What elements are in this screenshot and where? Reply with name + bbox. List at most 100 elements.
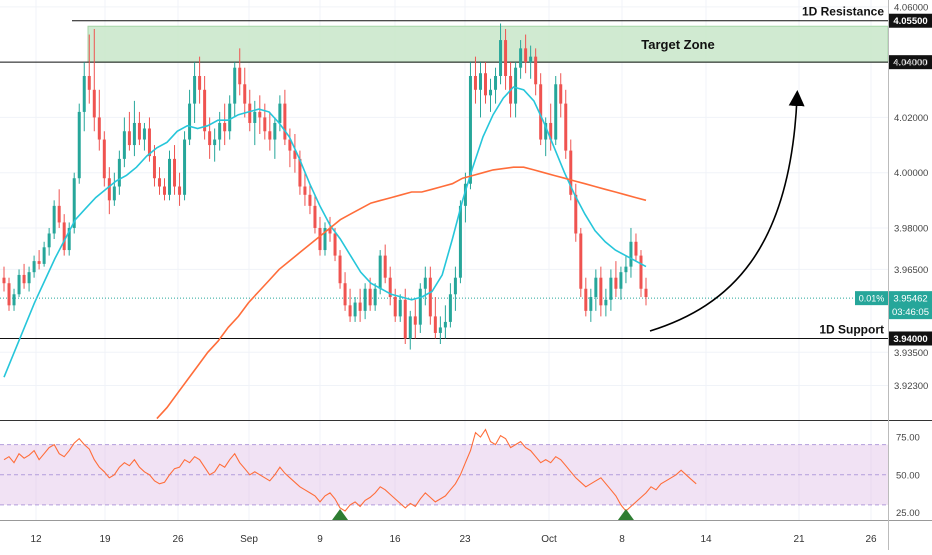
- candle-body: [27, 272, 31, 284]
- candle-body: [47, 233, 51, 248]
- candle-body: [373, 288, 377, 306]
- y-tick-label: 3.93500: [894, 348, 928, 359]
- candle-body: [534, 56, 538, 85]
- candle-body: [7, 283, 11, 306]
- candle-body: [478, 73, 482, 90]
- candle-body: [298, 158, 302, 187]
- candle-body: [37, 261, 41, 264]
- candle-body: [228, 103, 232, 132]
- moving-averages: [3, 86, 647, 420]
- candle-body: [579, 233, 583, 289]
- candle-body: [368, 288, 372, 306]
- candle-body: [112, 186, 116, 201]
- candle-body: [278, 103, 282, 123]
- candle-body: [193, 75, 197, 104]
- candle-body: [303, 186, 307, 195]
- candle-body: [188, 103, 192, 140]
- candle-body: [147, 128, 151, 157]
- candle-body: [619, 272, 623, 289]
- countdown-label: 03:46:05: [892, 307, 929, 318]
- level-name: 1D Support: [819, 322, 884, 336]
- x-tick-label: 16: [389, 534, 401, 545]
- candle-body: [494, 75, 498, 90]
- candle-body: [473, 75, 477, 90]
- candle-body: [333, 233, 337, 256]
- candle-body: [393, 297, 397, 317]
- candle-body: [52, 205, 56, 234]
- candle-body: [163, 186, 166, 195]
- candle-body: [273, 122, 277, 140]
- candle-body: [42, 247, 46, 264]
- candle-body: [428, 277, 432, 317]
- y-tick-label: 4.06000: [894, 2, 928, 13]
- candle-body: [173, 158, 177, 187]
- candle-body: [594, 277, 598, 298]
- candle-body: [203, 89, 207, 132]
- candle-body: [408, 316, 412, 339]
- candle-body: [338, 255, 342, 284]
- candle-body: [398, 299, 402, 317]
- candle-body: [97, 117, 101, 140]
- candle-body: [529, 56, 533, 63]
- candle-body: [137, 122, 141, 140]
- candle-body: [208, 131, 212, 146]
- current-price-label: 3.95462: [893, 294, 927, 305]
- candle-body: [549, 122, 553, 140]
- candle-body: [72, 178, 76, 228]
- candle-body: [418, 288, 422, 325]
- candle-body: [584, 288, 588, 311]
- fast-ma-line: [3, 86, 647, 378]
- level-price-badge: [889, 331, 932, 346]
- y-tick-label: 3.92300: [894, 381, 928, 392]
- candle-body: [519, 48, 523, 68]
- candle-body: [178, 186, 182, 195]
- candle-body: [168, 158, 172, 195]
- candle-body: [358, 302, 362, 311]
- candle-body: [77, 111, 81, 179]
- candle-body: [32, 261, 36, 273]
- level-price-label: 4.05500: [893, 16, 927, 27]
- candle-body: [413, 316, 417, 325]
- candle-body: [438, 327, 442, 333]
- projection-arrow: [649, 90, 805, 332]
- oversold-arrow-icon: [617, 509, 634, 520]
- level-price-label: 4.04000: [893, 58, 927, 69]
- candle-body: [323, 227, 327, 251]
- candle-body: [363, 288, 367, 311]
- candle-body: [218, 122, 222, 140]
- candle-body: [283, 103, 287, 140]
- target-zone: Target Zone: [87, 25, 889, 63]
- candle-body: [318, 227, 322, 251]
- candle-body: [489, 89, 493, 96]
- x-tick-label: Sep: [240, 534, 258, 545]
- grid: [0, 0, 888, 520]
- candle-body: [67, 227, 71, 251]
- candle-body: [87, 75, 91, 90]
- candle-body: [554, 84, 558, 140]
- candle-body: [152, 156, 156, 179]
- change-badge: [855, 291, 888, 306]
- candle-body: [388, 277, 392, 298]
- candle-body: [614, 277, 618, 289]
- level-price-badge: [889, 55, 932, 70]
- candle-body: [569, 150, 573, 195]
- candle-body: [102, 139, 106, 179]
- x-tick-label: 26: [172, 534, 184, 545]
- level-price-badge: [889, 13, 932, 28]
- y-tick-label: 4.00000: [894, 168, 928, 179]
- candle-body: [634, 241, 638, 256]
- candle-body: [308, 194, 312, 206]
- y-tick-label: 3.98000: [894, 223, 928, 234]
- price-levels: 1D Resistance 4.05500 4.04000 1D Support 3.9…: [0, 5, 932, 346]
- candle-body: [604, 299, 608, 306]
- slow-ma-line: [156, 166, 647, 420]
- candle-body: [198, 75, 202, 90]
- projection-curve: [649, 90, 805, 332]
- candle-body: [243, 84, 247, 104]
- candle-body: [82, 75, 86, 112]
- oversold-arrow-icon: [332, 509, 349, 520]
- y-tick-label: 4.02000: [894, 113, 928, 124]
